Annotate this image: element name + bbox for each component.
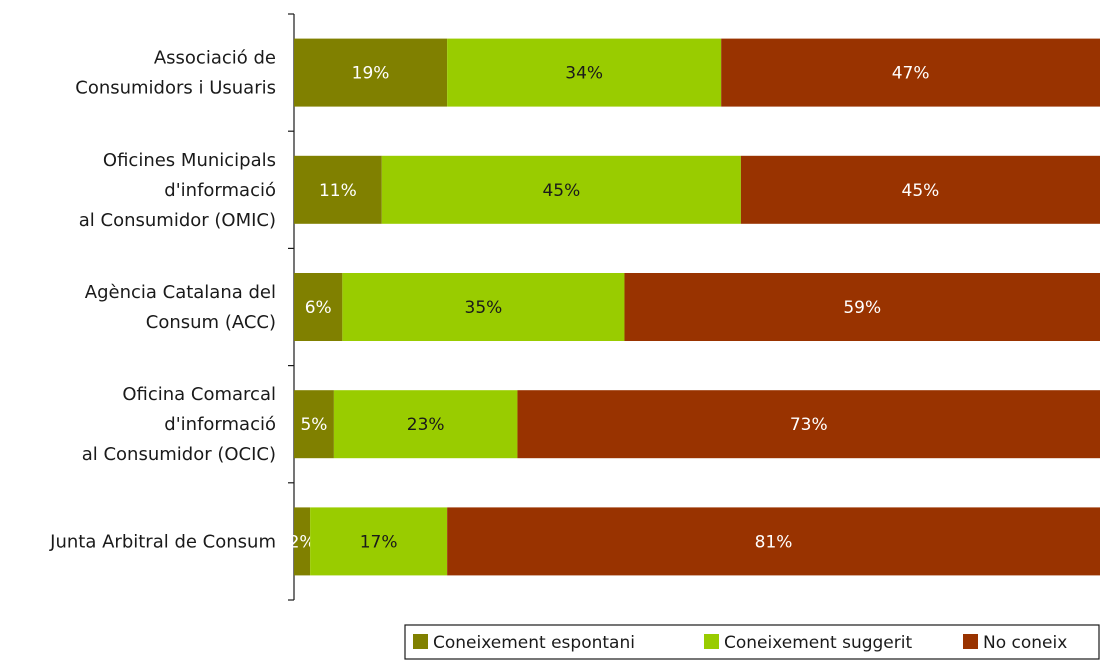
legend-label: Coneixement suggerit (724, 633, 912, 653)
bar-segment (310, 507, 448, 576)
category-labels: Associació de Consumidors i Usuaris Oficin… (49, 48, 276, 553)
data-label: 47% (892, 64, 930, 84)
legend-swatch (704, 634, 719, 649)
data-label: 59% (843, 298, 881, 318)
data-label: 19% (352, 64, 390, 84)
bar-segment (294, 390, 334, 459)
legend-label: No coneix (983, 633, 1067, 653)
category-label: Junta Arbitral de Consum (49, 531, 276, 552)
bar-segment (294, 38, 448, 107)
bar-segment (447, 38, 722, 107)
bar-segment (333, 390, 518, 459)
bar-segment (447, 507, 1100, 576)
bars: 19% 34% 47% 11% 45% 45% 6% 35% 59% 5% 23% 73% 2% 17% 8… (289, 38, 1100, 576)
data-label: 17% (360, 532, 398, 552)
category-axis (288, 13, 295, 601)
bar-segment (624, 273, 1100, 341)
legend-label: Coneixement espontani (433, 633, 635, 653)
data-label: 6% (305, 298, 332, 318)
data-label: 2% (289, 532, 316, 552)
bar-segment (294, 507, 311, 576)
category-label: Agència Catalana del Consum (ACC) (85, 282, 276, 333)
bar-segment (342, 273, 625, 341)
legend: Coneixement espontani Coneixement suggeri… (404, 624, 1100, 660)
data-label: 45% (542, 181, 580, 201)
category-label: Oficina Comarcal d'informació al Consumido… (82, 384, 276, 465)
data-label: 45% (902, 181, 940, 201)
category-label: Oficines Municipals d'informació al Consum… (79, 150, 276, 231)
data-label: 23% (407, 415, 445, 435)
bar-segment (740, 155, 1100, 224)
bar-segment (517, 390, 1100, 459)
data-label: 5% (300, 415, 327, 435)
legend-box (404, 624, 1100, 660)
data-label: 35% (465, 298, 503, 318)
bar-segment (294, 273, 343, 341)
legend-swatch (963, 634, 978, 649)
data-label: 81% (755, 532, 793, 552)
data-label: 34% (565, 64, 603, 84)
data-label: 73% (790, 415, 828, 435)
legend-swatch (413, 634, 428, 649)
category-label: Associació de Consumidors i Usuaris (75, 48, 276, 99)
bar-segment (294, 155, 382, 224)
data-label: 11% (319, 181, 357, 201)
bar-segment (381, 155, 741, 224)
bar-segment (721, 38, 1100, 107)
